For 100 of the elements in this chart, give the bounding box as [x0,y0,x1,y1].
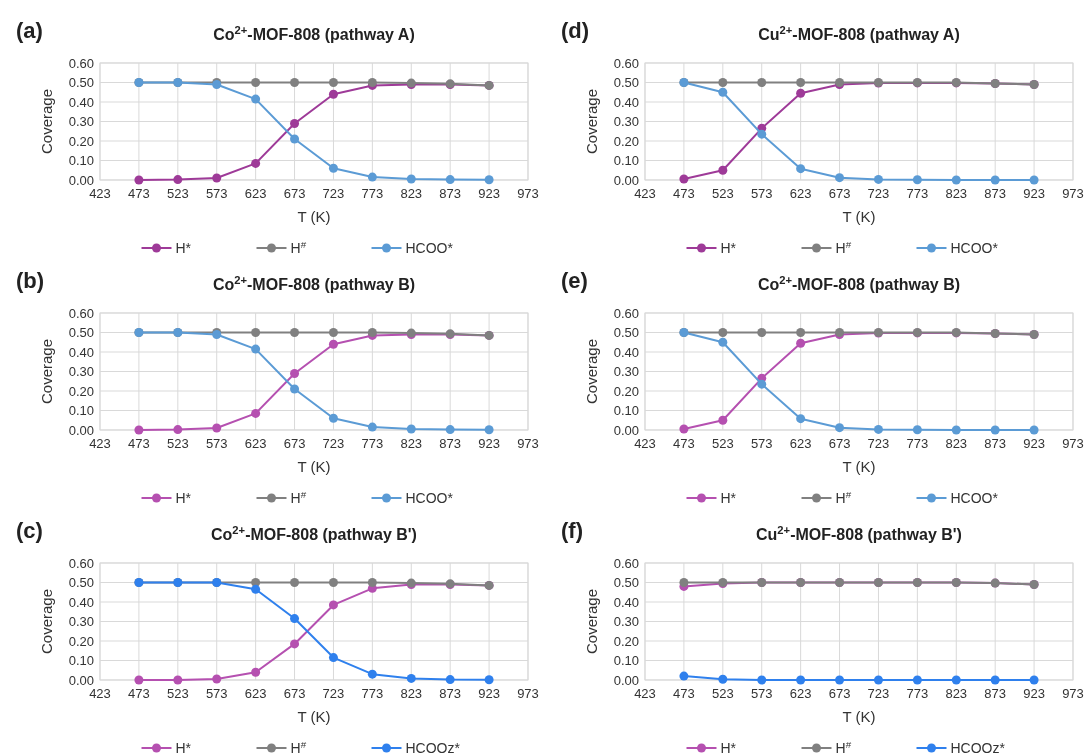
y-tick-label: 0.60 [68,55,94,71]
legend-label: H$^{#}$ [835,488,852,506]
x-tick-label: 673 [828,436,851,451]
point [951,175,961,185]
y-tick-label: 0.20 [613,383,639,399]
x-tick-label: 823 [945,436,968,451]
x-tick-label: 423 [89,186,111,201]
point [367,669,377,679]
point [290,78,300,87]
legend-label: H* [720,740,737,754]
point [757,328,767,337]
point [796,164,806,174]
point [757,78,767,87]
point [212,173,222,183]
x-tick-label: 873 [984,436,1007,451]
point [873,675,883,685]
y-tick-label: 0.00 [613,422,639,438]
x-tick-label: 673 [283,686,306,701]
x-tick-label: 523 [711,436,734,451]
y-tick-label: 0.20 [613,133,639,149]
chart-title: Cu$^{2+}$-MOF-808 (pathway A) [758,24,960,43]
x-tick-label: 923 [478,436,500,451]
point [679,424,689,434]
x-tick-label: 723 [322,186,345,201]
legend-label: H* [175,240,192,256]
point [251,328,261,337]
y-tick-label: 0.50 [68,575,94,590]
point [718,674,728,684]
x-tick-label: 673 [283,436,306,451]
text: (c) [16,518,43,543]
x-tick-label: 823 [945,686,968,701]
y-tick-label: 0.50 [613,325,639,340]
y-tick-label: 0.50 [68,75,94,90]
x-tick-label: 523 [166,186,189,201]
x-tick-label: 873 [439,686,462,701]
legend-label: HCOO* [950,240,999,256]
point [445,675,455,685]
text: (b) [16,268,45,293]
point [173,175,183,185]
legend-label: H$^{#}$ [290,488,307,506]
x-tick-label: 923 [1023,436,1045,451]
point [835,173,845,183]
y-axis-title: Coverage [38,88,55,155]
point [1029,425,1039,435]
y-tick-label: 0.00 [68,672,94,688]
point [679,671,689,681]
y-tick-label: 0.40 [613,94,639,110]
point [367,422,377,432]
x-axis-title: T (K) [297,208,331,225]
x-tick-label: 723 [322,436,345,451]
x-tick-label: 673 [828,186,851,201]
chart-title: Co$^{2+}$-MOF-808 (pathway B') [211,524,417,543]
y-axis-title: Coverage [38,338,55,405]
point [328,163,338,173]
y-tick-label: 0.30 [68,114,94,129]
point [484,675,494,685]
legend-label: H$^{#}$ [835,238,852,256]
point [328,413,338,423]
y-axis-title: Coverage [583,338,600,405]
legend-label: H$^{#}$ [290,738,307,754]
x-tick-label: 473 [673,436,695,451]
y-tick-label: 0.30 [68,364,94,379]
point [290,368,300,378]
chart-title: Co$^{2+}$-MOF-808 (pathway B) [212,274,416,293]
x-tick-label: 973 [1062,686,1084,701]
text: (f) [561,518,583,543]
x-tick-label: 823 [400,686,423,701]
y-tick-label: 0.10 [613,653,639,668]
point [718,78,728,87]
x-tick-label: 473 [128,186,150,201]
y-tick-label: 0.10 [613,403,639,418]
y-tick-label: 0.60 [68,305,94,321]
y-tick-label: 0.00 [68,422,94,438]
point [835,423,845,433]
x-tick-label: 973 [1062,436,1084,451]
point [251,94,261,104]
point [718,415,728,425]
x-tick-label: 623 [244,686,267,701]
point [1029,175,1039,185]
legend-label: HCOO* [405,490,454,506]
x-tick-label: 873 [439,436,462,451]
x-tick-label: 673 [283,186,306,201]
x-tick-label: 623 [789,436,812,451]
legend-label: HCOOz* [405,740,461,754]
point [290,134,300,144]
y-tick-label: 0.40 [613,594,639,610]
x-axis-title: T (K) [297,708,331,725]
point [873,424,883,434]
chart-title: Co$^{2+}$-MOF-808 (pathway B) [757,274,961,293]
y-tick-label: 0.30 [613,614,639,629]
x-axis-title: T (K) [297,458,331,475]
point [367,172,377,182]
point [251,667,261,677]
x-tick-label: 523 [166,686,189,701]
x-tick-label: 423 [89,686,111,701]
point [251,408,261,418]
y-tick-label: 0.10 [613,153,639,168]
point [757,379,767,389]
point [212,423,222,433]
x-tick-label: 723 [867,686,890,701]
